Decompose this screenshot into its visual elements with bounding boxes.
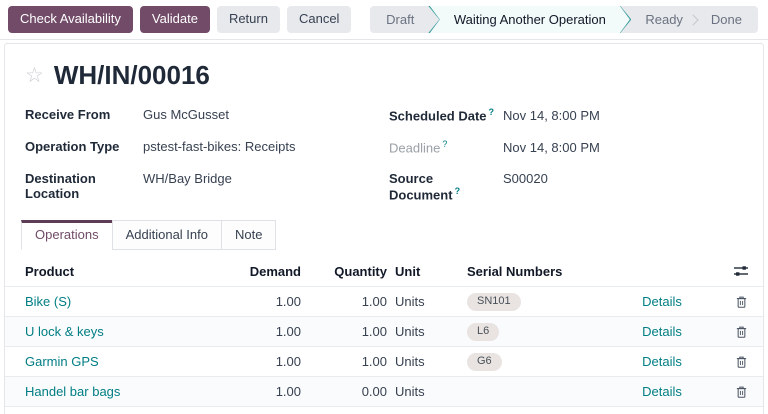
operations-table-body: Bike (S) 1.00 1.00 Units SN101 Details U… [5, 287, 763, 414]
unit-cell: Units [395, 294, 425, 310]
field-label: Operation Type [25, 139, 120, 154]
receive-from-value[interactable]: Gus McGusset [143, 107, 229, 122]
scheduled-date-value[interactable]: Nov 14, 8:00 PM [503, 108, 600, 124]
field-deadline: Deadline? Nov 14, 8:00 PM [389, 139, 743, 156]
help-icon: ? [454, 186, 461, 196]
trash-icon [736, 326, 746, 338]
demand-cell[interactable]: 1.00 [275, 354, 301, 370]
delete-row-button[interactable] [733, 353, 750, 371]
field-label: Deadline? [389, 139, 448, 156]
column-header-demand[interactable]: Demand [249, 263, 301, 279]
control-bar: Check Availability Validate Return Cance… [0, 0, 768, 40]
table-row: Bike (S) 1.00 1.00 Units SN101 Details [5, 287, 763, 318]
status-step-label: Done [710, 12, 742, 27]
favorite-star-icon[interactable]: ☆ [25, 64, 44, 87]
notebook-tabs: Operations Additional Info Note [5, 206, 763, 251]
help-icon: ? [488, 107, 495, 117]
status-step-done[interactable]: Done [695, 6, 758, 33]
quantity-cell[interactable]: 1.00 [361, 324, 387, 340]
help-icon: ? [442, 139, 448, 149]
check-availability-button[interactable]: Check Availability [8, 6, 133, 33]
form-sheet: ☆ WH/IN/00016 Receive From Gus McGusset … [4, 43, 764, 414]
title-row: ☆ WH/IN/00016 [5, 44, 763, 95]
column-header-product[interactable]: Product [25, 263, 75, 279]
field-scheduled-date: Scheduled Date? Nov 14, 8:00 PM [389, 107, 743, 124]
details-link[interactable]: Details [642, 324, 682, 340]
column-header-unit[interactable]: Unit [395, 263, 421, 279]
details-link[interactable]: Details [642, 354, 682, 370]
demand-cell[interactable]: 1.00 [275, 384, 301, 400]
status-step-label: Ready [645, 12, 683, 27]
return-button[interactable]: Return [216, 6, 280, 33]
field-label: Receive From [25, 107, 111, 122]
page-title: WH/IN/00016 [53, 60, 210, 90]
optional-columns-icon[interactable] [731, 262, 751, 280]
trash-icon [736, 386, 746, 398]
source-document-value[interactable]: S00020 [503, 171, 548, 186]
status-step-label: Draft [386, 12, 415, 27]
trash-icon [736, 356, 746, 368]
operation-type-value[interactable]: pstest-fast-bikes: Receipts [143, 139, 296, 154]
field-receive-from: Receive From Gus McGusset [25, 107, 379, 124]
product-link[interactable]: Garmin GPS [25, 354, 99, 370]
tab-additional-info[interactable]: Additional Info [111, 220, 222, 251]
fields-left: Receive From Gus McGusset Operation Type… [25, 107, 379, 202]
product-link[interactable]: Handel bar bags [25, 384, 121, 400]
quantity-cell[interactable]: 0.00 [361, 384, 387, 400]
unit-cell: Units [395, 324, 425, 340]
unit-cell: Units [395, 354, 425, 370]
tab-note[interactable]: Note [221, 220, 277, 251]
serial-number-badge[interactable]: SN101 [467, 293, 521, 312]
details-link[interactable]: Details [642, 384, 682, 400]
demand-cell[interactable]: 1.00 [275, 294, 301, 310]
serial-number-badge[interactable]: L6 [467, 323, 500, 342]
table-row: U lock & keys 1.00 1.00 Units L6 Details [5, 317, 763, 348]
column-header-serial-numbers[interactable]: Serial Numbers [467, 263, 563, 279]
quantity-cell[interactable]: 1.00 [361, 294, 387, 310]
delete-row-button[interactable] [733, 323, 750, 341]
action-buttons: Check Availability Validate Return Cance… [8, 6, 352, 33]
tab-operations[interactable]: Operations [21, 220, 113, 251]
delete-row-button[interactable] [733, 293, 750, 311]
status-step-waiting[interactable]: Waiting Another Operation [428, 6, 631, 33]
field-source-document: Source Document? S00020 [389, 171, 743, 202]
field-group: Receive From Gus McGusset Operation Type… [5, 95, 763, 206]
statusbar: Draft Waiting Another Operation Ready Do… [370, 6, 758, 33]
table-row: Handel bar bags 1.00 0.00 Units Details [5, 377, 763, 408]
operations-table: Product Demand Quantity Unit Serial Numb… [5, 256, 763, 414]
destination-location-value[interactable]: WH/Bay Bridge [143, 171, 232, 186]
status-step-draft[interactable]: Draft [370, 6, 430, 33]
status-step-label: Waiting Another Operation [453, 12, 606, 27]
field-destination-location: Destination Location WH/Bay Bridge [25, 171, 379, 201]
table-row: Garmin GPS 1.00 1.00 Units G6 Details [5, 347, 763, 378]
serial-number-badge[interactable]: G6 [467, 353, 502, 372]
delete-row-button[interactable] [733, 383, 750, 401]
demand-cell[interactable]: 1.00 [275, 324, 301, 340]
table-row: Bike helmets (S) 1.00 0.00 Units Details [5, 407, 763, 414]
field-label: Scheduled Date? [389, 107, 495, 124]
product-link[interactable]: U lock & keys [25, 324, 104, 340]
cancel-button[interactable]: Cancel [286, 6, 352, 33]
quantity-cell[interactable]: 1.00 [361, 354, 387, 370]
table-header-row: Product Demand Quantity Unit Serial Numb… [5, 256, 763, 288]
details-link[interactable]: Details [642, 294, 682, 310]
field-label: Source Document? [389, 171, 461, 203]
validate-button[interactable]: Validate [139, 6, 210, 33]
column-header-quantity[interactable]: Quantity [334, 263, 387, 279]
deadline-value[interactable]: Nov 14, 8:00 PM [503, 140, 600, 156]
fields-right: Scheduled Date? Nov 14, 8:00 PM Deadline… [389, 107, 743, 202]
field-label: Destination Location [25, 171, 96, 201]
status-step-ready[interactable]: Ready [629, 6, 699, 33]
trash-icon [736, 296, 746, 308]
unit-cell: Units [395, 384, 425, 400]
product-link[interactable]: Bike (S) [25, 294, 72, 310]
field-operation-type: Operation Type pstest-fast-bikes: Receip… [25, 139, 379, 156]
